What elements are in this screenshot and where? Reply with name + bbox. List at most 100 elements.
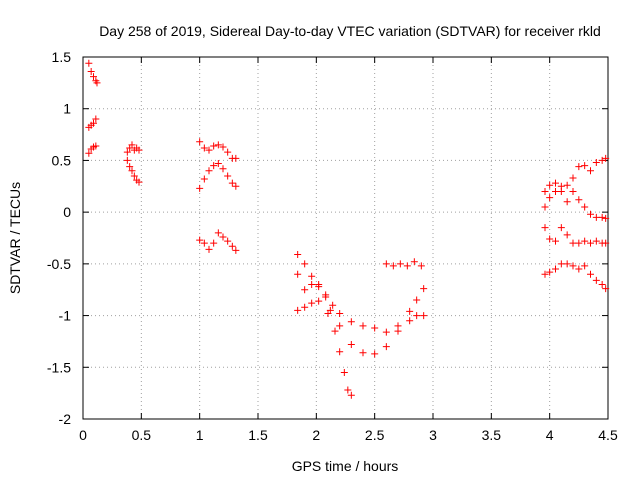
data-point [92,142,100,150]
data-point [301,260,309,268]
data-point [592,213,600,221]
y-tick-label: 0.5 [52,152,72,168]
data-point [294,270,302,278]
data-point [232,154,240,162]
x-tick-label: 4 [546,427,554,443]
data-point [359,349,367,357]
data-point [563,231,571,239]
data-point [557,182,565,190]
series-arc-early-mid [85,115,100,131]
data-point [546,194,554,202]
data-point [87,67,95,75]
data-point [214,229,222,237]
data-point [587,167,594,175]
series-arc-4.0-d [541,260,610,293]
data-point [396,260,404,268]
series-arc-1.8-bump [294,270,428,336]
data-point [569,262,577,270]
data-point [90,119,97,127]
x-tick-label: 3.5 [482,427,502,443]
series-arc-2.6-high [382,258,425,270]
data-point [592,237,600,245]
data-point [563,181,571,189]
data-point [92,115,100,123]
data-point [128,167,136,175]
y-tick-label: -0.5 [47,256,71,272]
data-point [196,184,204,192]
data-point [85,59,93,67]
series-arc-4.0-c [541,224,610,247]
data-point [575,163,583,171]
data-point [602,214,610,222]
x-tick-label: 1 [196,427,204,443]
data-point [344,386,352,394]
data-point [85,149,93,157]
data-points [85,59,610,399]
data-point [563,198,571,206]
data-point [329,301,337,309]
data-point [403,262,411,270]
data-point [308,272,316,280]
data-point [581,203,589,211]
data-point [224,148,232,156]
x-tick-label: 3 [429,427,437,443]
data-point [196,236,204,244]
data-point [598,281,606,289]
data-point [394,322,402,330]
plot-area-frame [82,56,609,420]
data-point [224,172,232,180]
data-point [592,158,600,166]
data-point [196,138,204,146]
data-point [410,258,418,266]
series-arc-0.4-b [123,156,143,186]
series-arc-4.0-a [541,154,610,206]
data-point [123,148,131,156]
data-point [308,281,316,289]
data-point [130,172,138,180]
data-point [546,235,554,243]
data-point [347,341,355,349]
data-point [359,322,367,330]
data-point [301,286,309,294]
data-point [563,260,571,268]
data-point [371,350,379,358]
data-point [219,233,227,241]
data-point [581,262,589,270]
series-arc-early-low [85,142,100,157]
x-axis-label: GPS time / hours [292,458,399,474]
data-point [93,79,101,87]
data-point [219,165,227,173]
data-point [602,239,610,247]
data-point [546,181,554,189]
data-point [581,162,589,170]
x-tick-label: 2.5 [365,427,385,443]
data-point [541,203,549,211]
x-tick-label: 2 [312,427,320,443]
data-point [602,285,610,293]
data-point [315,297,323,305]
data-point [587,210,594,218]
data-point [126,163,134,171]
series-arc-4.0-b [541,181,610,222]
data-point [382,260,390,268]
data-point [200,144,208,152]
data-point [128,141,136,149]
data-point [541,224,549,232]
series-arc-0.4-a [123,141,143,156]
data-point [331,327,339,335]
axis-tick-labels: 0 0.5 1 1.5 2 2.5 3 3.5 4 4.5 -2 -1.5 -1 -0.5 0 0.5 1 1.5 [47,49,618,443]
data-point [557,260,565,268]
y-tick-label: 1.5 [52,49,72,65]
y-tick-label: 0 [63,204,71,220]
series-arc-1.8-main [294,297,428,358]
y-tick-label: -2 [59,411,72,427]
chart-title: Day 258 of 2019, Sidereal Day-to-day VTE… [99,23,601,39]
series-arc-1.0-a [196,138,240,162]
series-arc-1.0-b [196,160,240,192]
data-point [315,283,323,291]
data-point [294,306,302,314]
series-arc-1.0-c [196,229,240,254]
data-point [336,322,344,330]
data-point [301,303,309,311]
